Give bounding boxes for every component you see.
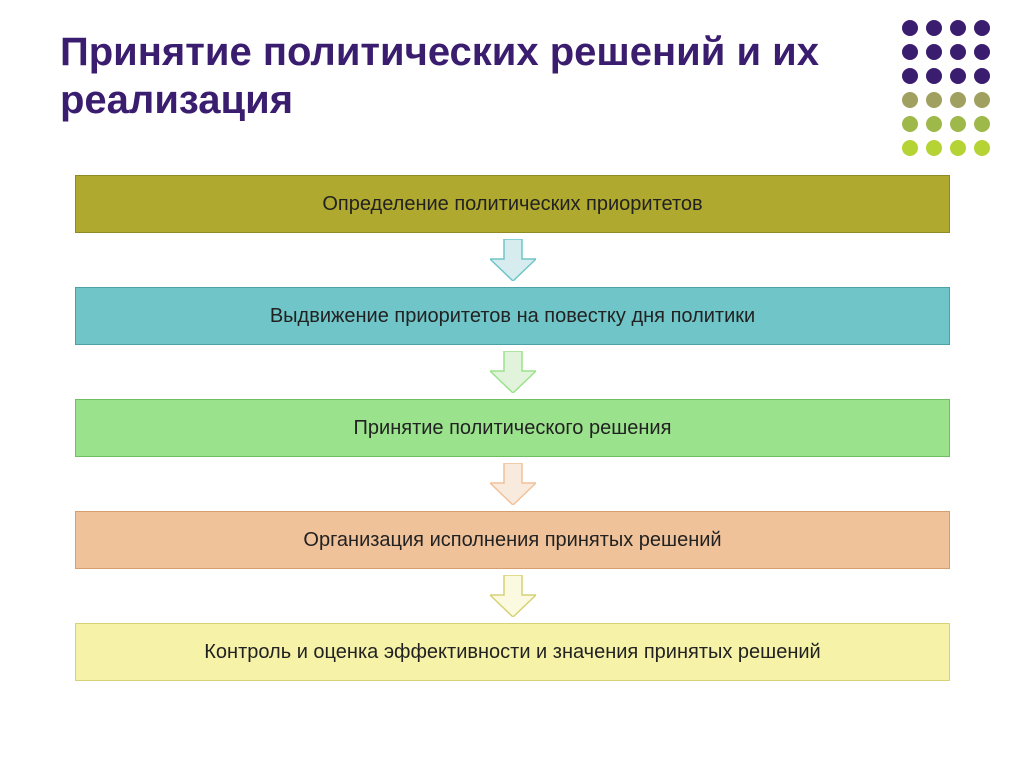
decoration-dot [902,44,918,60]
flow-arrow-icon [490,239,536,281]
flow-step: Организация исполнения принятых решений [75,511,950,569]
flow-arrow-icon [490,575,536,617]
decoration-dot [902,92,918,108]
decoration-dot [974,116,990,132]
decoration-dot [974,68,990,84]
flow-step: Определение политических приоритетов [75,175,950,233]
decoration-dot [950,44,966,60]
decoration-dot [974,44,990,60]
flowchart: Определение политических приоритетов Выдв… [75,175,950,681]
decoration-dot [950,92,966,108]
decoration-dot [902,116,918,132]
decoration-dot [974,20,990,36]
decoration-dot [974,140,990,156]
decoration-dot [902,68,918,84]
decoration-dot [926,116,942,132]
slide-title: Принятие политических решений и их реали… [60,28,1024,124]
flow-step: Принятие политического решения [75,399,950,457]
decoration-dot [926,20,942,36]
flow-arrow-icon [490,351,536,393]
decoration-dot [950,116,966,132]
flow-step: Контроль и оценка эффективности и значен… [75,623,950,681]
decoration-dot [926,44,942,60]
dot-grid-decoration [902,20,994,160]
decoration-dot [902,20,918,36]
decoration-dot [926,140,942,156]
decoration-dot [974,92,990,108]
decoration-dot [902,140,918,156]
decoration-dot [926,92,942,108]
flow-step: Выдвижение приоритетов на повестку дня п… [75,287,950,345]
decoration-dot [950,68,966,84]
flow-arrow-icon [490,463,536,505]
decoration-dot [950,140,966,156]
decoration-dot [950,20,966,36]
decoration-dot [926,68,942,84]
